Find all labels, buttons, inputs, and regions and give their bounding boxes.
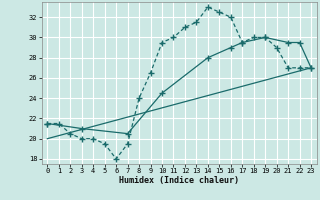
X-axis label: Humidex (Indice chaleur): Humidex (Indice chaleur): [119, 176, 239, 185]
